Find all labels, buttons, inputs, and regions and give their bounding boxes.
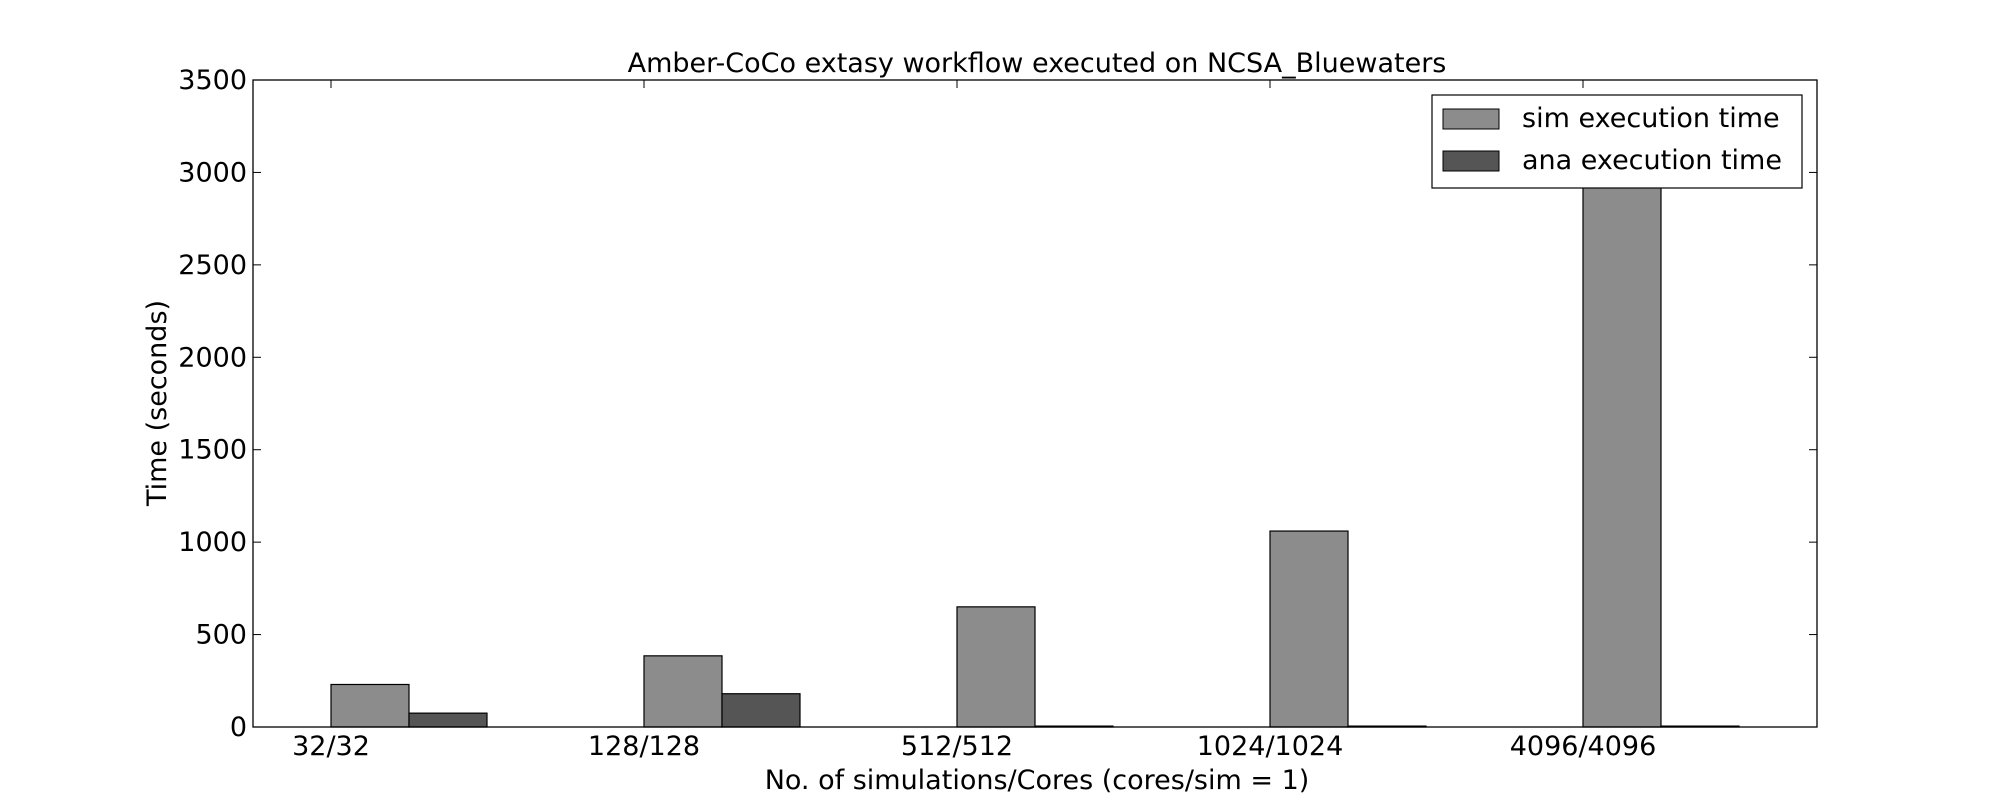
x-axis-label: No. of simulations/Cores (cores/sim = 1) <box>765 765 1310 796</box>
bar-sim-3 <box>1270 531 1348 727</box>
y-tick-label: 2000 <box>178 342 247 373</box>
legend-swatch-0 <box>1443 109 1499 129</box>
x-tick-label: 512/512 <box>901 731 1013 762</box>
bar-sim-1 <box>644 656 722 727</box>
y-tick-label: 500 <box>195 620 247 651</box>
legend-swatch-1 <box>1443 151 1499 171</box>
legend-label-0: sim execution time <box>1522 103 1780 134</box>
x-tick-label: 1024/1024 <box>1197 731 1344 762</box>
legend-label-1: ana execution time <box>1522 145 1782 176</box>
y-axis-label: Time (seconds) <box>142 300 173 507</box>
y-tick-label: 1000 <box>178 527 247 558</box>
bar-sim-4 <box>1583 163 1661 727</box>
chart-title: Amber-CoCo extasy workflow executed on N… <box>628 48 1447 79</box>
y-tick-label: 2500 <box>178 250 247 281</box>
bar-sim-2 <box>957 607 1035 727</box>
y-tick-label: 3500 <box>178 65 247 96</box>
x-tick-label: 4096/4096 <box>1510 731 1657 762</box>
y-tick-label: 0 <box>230 712 247 743</box>
y-tick-label: 1500 <box>178 435 247 466</box>
x-tick-label: 128/128 <box>588 731 700 762</box>
y-tick-label: 3000 <box>178 157 247 188</box>
legend: sim execution time ana execution time <box>1432 95 1802 188</box>
bar-ana-0 <box>409 713 487 727</box>
bar-ana-1 <box>722 694 800 727</box>
bar-sim-0 <box>331 684 409 727</box>
x-tick-label: 32/32 <box>292 731 370 762</box>
